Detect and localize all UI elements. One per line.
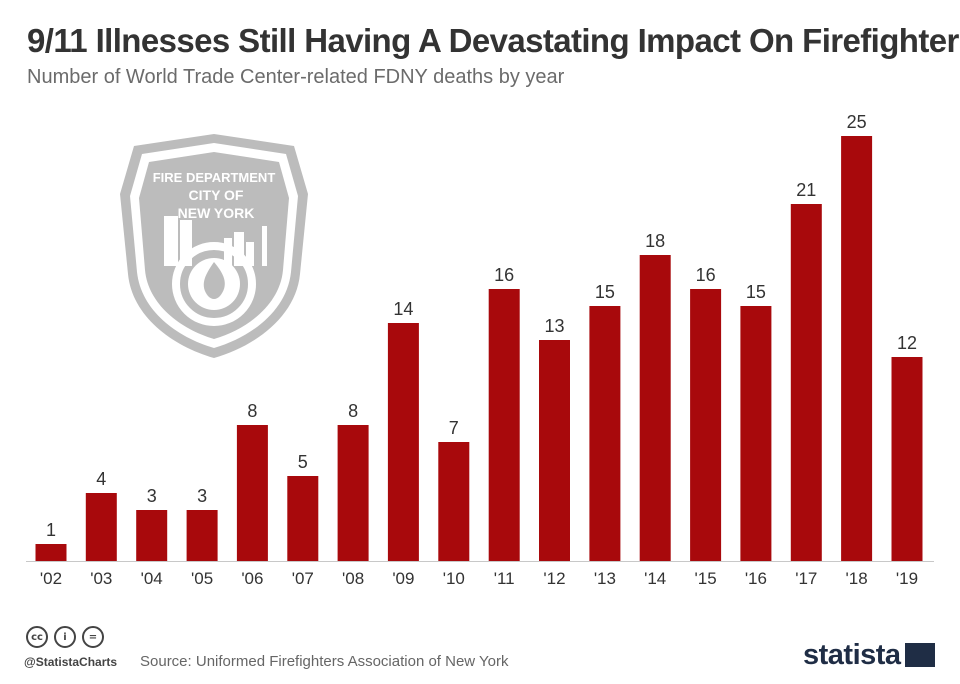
- bar-16: [841, 136, 873, 561]
- bar-9: [488, 289, 520, 561]
- data-label-7: 14: [393, 299, 413, 319]
- x-tick-label-6: '08: [342, 569, 364, 588]
- data-label-9: 16: [494, 265, 514, 285]
- bar-12: [639, 255, 671, 561]
- data-label-0: 1: [46, 520, 56, 540]
- license-icons: cc i =: [26, 626, 104, 648]
- x-tick-label-12: '14: [644, 569, 666, 588]
- x-tick-label-11: '13: [594, 569, 616, 588]
- bar-8: [438, 442, 470, 561]
- data-label-16: 25: [847, 112, 867, 132]
- data-label-12: 18: [645, 231, 665, 251]
- bar-14: [740, 306, 772, 561]
- x-tick-label-10: '12: [543, 569, 565, 588]
- by-icon[interactable]: i: [54, 626, 76, 648]
- bar-4: [236, 425, 268, 561]
- x-tick-label-16: '18: [846, 569, 868, 588]
- x-tick-label-0: '02: [40, 569, 62, 588]
- x-tick-label-17: '19: [896, 569, 918, 588]
- x-tick-label-13: '15: [695, 569, 717, 588]
- x-tick-label-9: '11: [494, 569, 515, 588]
- x-tick-label-3: '05: [191, 569, 213, 588]
- x-tick-label-8: '10: [443, 569, 465, 588]
- x-tick-label-1: '03: [90, 569, 112, 588]
- data-label-3: 3: [197, 486, 207, 506]
- data-label-6: 8: [348, 401, 358, 421]
- x-tick-label-5: '07: [292, 569, 314, 588]
- bar-5: [287, 476, 319, 561]
- badge-line1: CITY OF: [189, 187, 244, 203]
- bar-6: [337, 425, 369, 561]
- badge-line2: NEW YORK: [178, 205, 255, 221]
- x-tick-label-14: '16: [745, 569, 767, 588]
- bar-2: [136, 510, 168, 561]
- data-label-8: 7: [449, 418, 459, 438]
- bar-10: [539, 340, 570, 561]
- data-label-2: 3: [147, 486, 157, 506]
- chart-title: 9/11 Illnesses Still Having A Devastatin…: [27, 22, 960, 59]
- data-label-14: 15: [746, 282, 766, 302]
- data-label-11: 15: [595, 282, 615, 302]
- data-label-4: 8: [247, 401, 257, 421]
- fdny-badge-logo: FIRE DEPARTMENT CITY OF NEW YORK: [120, 134, 308, 358]
- data-label-5: 5: [298, 452, 308, 472]
- statista-logo[interactable]: statista: [803, 639, 901, 671]
- x-tick-label-7: '09: [392, 569, 414, 588]
- badge-top-text: FIRE DEPARTMENT: [153, 170, 276, 185]
- statista-handle[interactable]: @StatistaCharts: [24, 655, 118, 669]
- x-tick-label-4: '06: [241, 569, 263, 588]
- bar-13: [690, 289, 722, 561]
- x-tick-label-15: '17: [795, 569, 817, 588]
- bar-7: [387, 323, 419, 561]
- bar-1: [85, 493, 117, 561]
- data-label-17: 12: [897, 333, 917, 353]
- bar-11: [589, 306, 621, 561]
- nd-icon[interactable]: =: [82, 626, 104, 648]
- data-label-1: 4: [96, 469, 106, 489]
- statista-logo-mark: [905, 643, 935, 667]
- bar-0: [35, 544, 67, 561]
- data-label-13: 16: [696, 265, 716, 285]
- bar-15: [790, 204, 822, 561]
- source-note: Source: Uniformed Firefighters Associati…: [140, 653, 509, 670]
- cc-icon[interactable]: cc: [26, 626, 48, 648]
- bar-17: [891, 357, 923, 561]
- chart-subtitle: Number of World Trade Center-related FDN…: [27, 66, 565, 88]
- data-label-10: 13: [544, 316, 564, 336]
- data-label-15: 21: [796, 180, 816, 200]
- bar-3: [186, 510, 218, 561]
- x-tick-label-2: '04: [141, 569, 163, 588]
